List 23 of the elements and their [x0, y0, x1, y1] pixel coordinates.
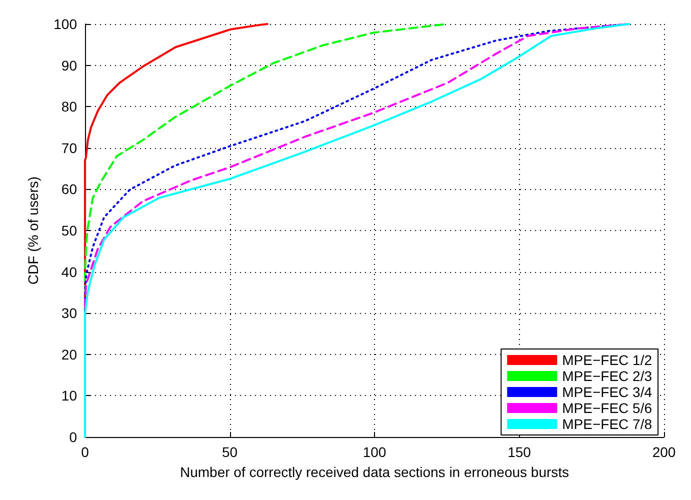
y-axis-title: CDF (% of users): [25, 176, 41, 285]
y-tick-label: 60: [61, 181, 78, 198]
legend-label: MPE−FEC 5/6: [562, 400, 652, 416]
y-tick-label: 40: [61, 264, 78, 280]
legend-label: MPE−FEC 7/8: [562, 416, 652, 432]
y-tick-label: 100: [54, 16, 78, 32]
y-tick-label: 70: [61, 140, 78, 156]
y-tick-label: 20: [61, 346, 78, 362]
legend-label: MPE−FEC 3/4: [562, 384, 652, 400]
legend-label: MPE−FEC 2/3: [562, 368, 652, 384]
x-axis-title: Number of correctly received data sections in erroneous bursts: [180, 464, 570, 480]
y-tick-label: 90: [61, 57, 78, 74]
y-tick-label: 30: [61, 305, 78, 322]
y-tick-label: 80: [61, 98, 78, 115]
x-tick-label: 150: [508, 444, 532, 460]
y-tick-label: 50: [61, 222, 78, 238]
x-tick-label: 50: [222, 444, 238, 460]
y-tick-label: 0: [69, 429, 78, 445]
x-tick-label: 200: [652, 444, 676, 460]
x-tick-label: 0: [81, 444, 90, 460]
x-tick-label: 100: [362, 444, 386, 460]
legend-label: MPE−FEC 1/2: [562, 352, 652, 368]
y-tick-label: 10: [61, 388, 78, 404]
